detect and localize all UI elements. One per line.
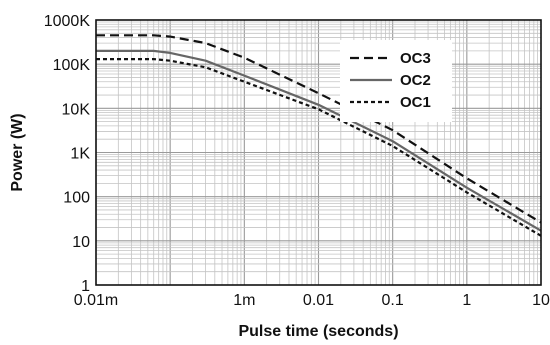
series-line-oc3: [96, 34, 542, 224]
plot-frame: [95, 19, 542, 286]
x-tick-label: 0.1: [382, 292, 404, 309]
x-axis-title: Pulse time (seconds): [238, 323, 398, 340]
tick-labels: 0.01m 1m 0.01 0.1 1 10 1 10 100 1K 10K 100K 1000K: [44, 13, 550, 309]
series-lines: [96, 34, 542, 237]
legend: OC3 OC2 OC1: [340, 40, 452, 122]
series-line-oc2: [96, 49, 542, 232]
y-tick-label: 100K: [53, 57, 91, 74]
legend-label-oc3: OC3: [400, 50, 431, 67]
y-tick-label: 1000K: [44, 13, 91, 30]
y-tick-label: 10: [72, 234, 90, 251]
y-tick-label: 10K: [62, 101, 91, 118]
series-line-oc1: [96, 57, 542, 237]
y-tick-label: 1: [81, 278, 90, 295]
grid: [95, 20, 541, 286]
x-tick-label: 0.01: [303, 292, 334, 309]
x-tick-label: 10: [532, 292, 550, 309]
x-tick-label: 0.01m: [74, 292, 118, 309]
legend-label-oc1: OC1: [400, 94, 431, 111]
x-tick-label: 1: [462, 292, 471, 309]
x-tick-label: 1m: [233, 292, 255, 309]
legend-label-oc2: OC2: [400, 72, 431, 89]
y-tick-label: 1K: [70, 146, 90, 163]
y-axis-title: Power (W): [9, 113, 26, 191]
y-tick-label: 100: [63, 190, 90, 207]
